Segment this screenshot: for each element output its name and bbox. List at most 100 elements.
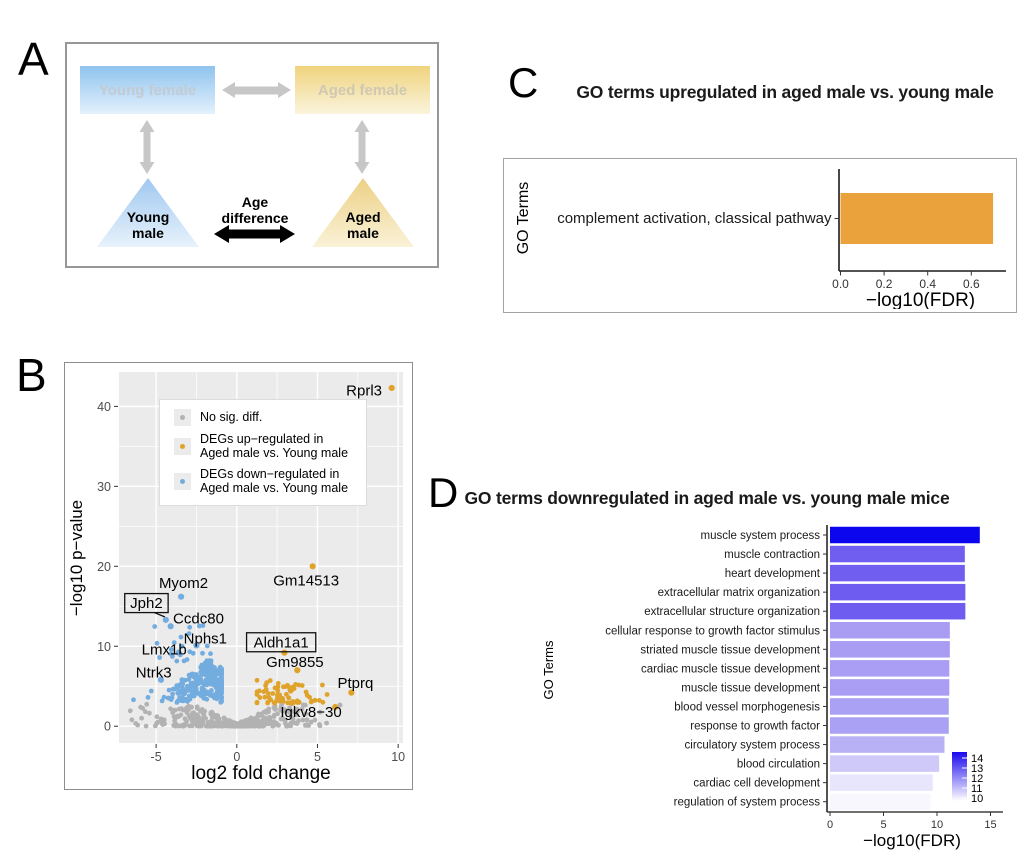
gene-point-Nphs1 (193, 642, 200, 649)
x-tick-label: 0.6 (963, 277, 980, 291)
go-term-bar (830, 698, 949, 715)
gene-label-Aldh1a1: Aldh1a1 (254, 634, 309, 651)
go-term-label: cardiac muscle tissue development (641, 663, 821, 675)
young-female-label: Young female (98, 81, 197, 99)
gene-point-Lmx1b (175, 649, 182, 656)
colorbar-tick-label: 13 (971, 763, 983, 775)
gene-point-Gm14513 (309, 563, 316, 570)
y-tick-label: 20 (97, 560, 111, 574)
go-downregulated-chart-svg: muscle system process muscle contraction h… (541, 525, 1003, 850)
legend-key-icon (174, 437, 191, 455)
x-tick-label: 0.4 (919, 277, 936, 291)
gene-point-Ptprq (348, 689, 355, 696)
young-male-label: Young male (126, 209, 170, 241)
gene-label-Lmx1b: Lmx1b (142, 641, 187, 658)
go-term-label: extracellular structure organization (644, 606, 820, 618)
y-axis-label: GO Terms (515, 182, 532, 255)
panel-b-volcano-plot: Rprl3 Gm14513 Myom2 Jph2 Ccdc80 Nphs1 Lmx1b Ntr… (64, 362, 413, 790)
go-term-label: striated muscle tissue development (640, 644, 820, 656)
go-term-label: complement activation, classical pathway (557, 210, 832, 227)
go-term-bar (830, 622, 950, 639)
axes: -5 0 5 10 0 10 20 30 40 (97, 400, 405, 764)
gene-label-Gm9855: Gm9855 (266, 654, 324, 671)
go-term-label: heart development (725, 568, 821, 580)
legend-dot-icon (180, 415, 185, 420)
gene-point-Myom2 (178, 593, 185, 600)
go-term-label: muscle system process (700, 530, 820, 542)
gene-point-Gm9855 (294, 667, 301, 674)
gene-label-Ptprq: Ptprq (337, 675, 373, 692)
gene-point-Jph2 (162, 616, 169, 623)
gene-label-box-Jph2 (124, 592, 169, 614)
go-term-label: blood vessel morphogenesis (674, 701, 820, 713)
go-term-label: response to growth factor (690, 721, 820, 733)
panel-d-letter: D (428, 469, 459, 516)
legend-key-icon (174, 409, 191, 426)
gene-label-Rprl3: Rprl3 (346, 382, 382, 399)
go-term-bar (840, 193, 994, 244)
gene-label-Gm14513: Gm14513 (273, 573, 339, 590)
go-term-label: cellular response to growth factor stimu… (605, 625, 820, 637)
go-term-bar (830, 755, 940, 772)
go-term-bar (830, 545, 965, 563)
legend-label: DEGs up−regulated in Aged male vs. Young… (200, 432, 349, 461)
x-tick-label: 10 (931, 819, 943, 831)
go-term-bar (830, 602, 966, 620)
aged-male-label: Aged male (345, 209, 381, 241)
x-axis-label: −log10(FDR) (863, 831, 961, 850)
go-term-bar (830, 736, 945, 753)
legend-entry-up: DEGs up−regulated in Aged male vs. Young… (160, 428, 366, 463)
double-arrow-icon-age-difference (214, 225, 295, 243)
legend-key-icon (174, 472, 191, 490)
gene-point-Rprl3 (388, 384, 395, 392)
scatter-points-up (254, 677, 330, 706)
panel-d-go-chart: muscle system process muscle contraction h… (450, 505, 1020, 850)
scatter-points-down (131, 623, 224, 705)
x-tick-label: 5 (314, 750, 321, 764)
x-tick-label: -5 (151, 750, 162, 764)
colorbar-tick-label: 10 (971, 793, 983, 805)
colorbar-tick-label: 14 (971, 753, 983, 765)
go-term-bar (830, 679, 950, 696)
legend-dot-icon (180, 478, 185, 484)
go-term-bar (830, 793, 931, 810)
go-term-label: circulatory system process (685, 740, 821, 752)
legend-label: DEGs down−regulated in Aged male vs. You… (200, 466, 349, 496)
panel-c-title: GO terms upregulated in aged male vs. yo… (576, 82, 994, 102)
go-term-label: muscle tissue development (681, 682, 821, 694)
go-term-bar (830, 564, 965, 582)
panel-c-go-chart: complement activation, classical pathway… (503, 158, 1017, 313)
double-arrow-icon-young (139, 120, 155, 174)
go-term-label: cardiac cell development (693, 778, 820, 790)
gene-label-Nphs1: Nphs1 (184, 630, 227, 647)
legend-label: No sig. diff. (200, 410, 263, 425)
y-axis-label: −log10 p−value (67, 500, 86, 616)
gene-label-box-Aldh1a1 (245, 632, 317, 653)
gene-label-Igkv8−30: Igkv8−30 (280, 704, 341, 721)
x-tick-label: 0 (827, 819, 833, 831)
go-term-bar (830, 526, 980, 544)
gene-label-Ccdc80: Ccdc80 (173, 610, 224, 627)
colorbar-tick-label: 12 (971, 773, 983, 785)
aged-female-label: Aged female (317, 81, 408, 99)
y-tick-label: 30 (97, 480, 111, 494)
y-tick-label: 0 (104, 720, 111, 734)
double-arrow-icon-aged (354, 120, 370, 174)
go-term-bar (830, 660, 950, 677)
gene-point-Igkv8−30 (332, 703, 339, 711)
legend-dot-icon (180, 443, 185, 449)
gene-point-Ntrk3 (157, 676, 165, 683)
colorbar-tick-label: 11 (971, 783, 982, 795)
age-difference-label: Age difference (221, 194, 289, 227)
x-axis-label: −log10(FDR) (866, 290, 975, 309)
go-term-label: extracellular matrix organization (658, 587, 820, 599)
gene-label-Ntrk3: Ntrk3 (136, 665, 172, 682)
go-term-bar (830, 583, 966, 601)
x-tick-label: 0.0 (832, 277, 849, 291)
panel-a-study-design-diagram: Young female Aged female Young male Aged… (65, 42, 439, 268)
gene-label-Myom2: Myom2 (159, 575, 208, 592)
gene-label-Jph2: Jph2 (130, 595, 163, 612)
